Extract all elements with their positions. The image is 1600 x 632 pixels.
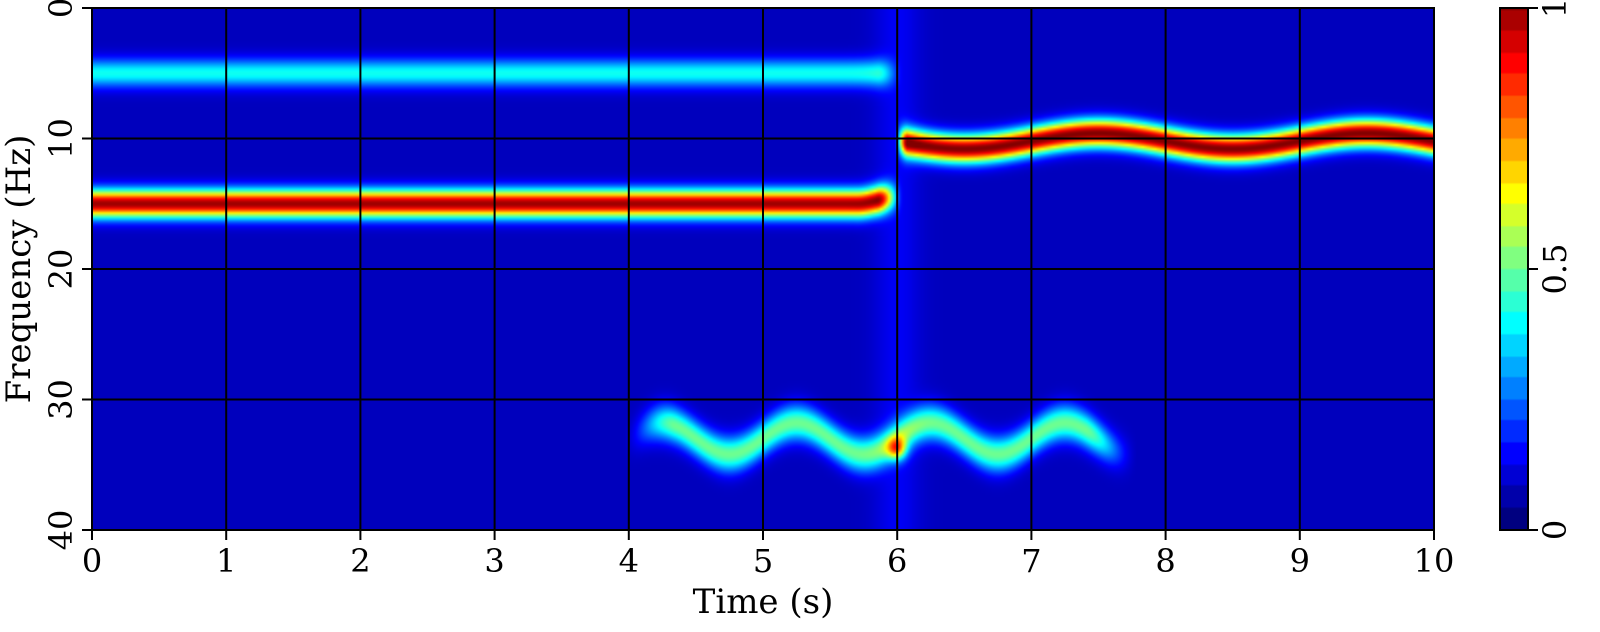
x-tick-label: 2 xyxy=(350,542,370,580)
x-tick-label: 10 xyxy=(1414,542,1455,580)
x-tick-label: 6 xyxy=(887,542,907,580)
colorbar-tick-label: 1 xyxy=(1536,0,1574,18)
x-tick-label: 9 xyxy=(1290,542,1310,580)
x-tick-label: 8 xyxy=(1155,542,1175,580)
y-tick-label: 10 xyxy=(42,118,80,159)
y-axis-ticks: 0 10 20 30 40 xyxy=(42,0,92,550)
colorbar: 00.51 xyxy=(1499,0,1574,540)
y-axis-label: Frequency (Hz) xyxy=(0,135,39,404)
x-tick-label: 0 xyxy=(82,542,102,580)
y-tick-label: 20 xyxy=(42,249,80,290)
y-tick-label: 30 xyxy=(42,379,80,420)
y-tick-label: 0 xyxy=(42,0,80,18)
grid-lines xyxy=(92,8,1434,530)
colorbar-tick-label: 0.5 xyxy=(1536,244,1574,295)
colorbar-tick-label: 0 xyxy=(1536,520,1574,540)
y-tick-label: 40 xyxy=(42,510,80,551)
x-axis-ticks: 0 1 2 3 4 5 6 7 8 9 10 xyxy=(82,530,1455,580)
x-tick-label: 4 xyxy=(619,542,639,580)
colorbar-ticks: 00.51 xyxy=(1528,0,1574,540)
x-tick-label: 3 xyxy=(484,542,504,580)
plot-area xyxy=(91,7,1435,531)
x-tick-label: 1 xyxy=(216,542,236,580)
x-tick-label: 7 xyxy=(1021,542,1041,580)
x-tick-label: 5 xyxy=(753,542,773,580)
x-axis-label: Time (s) xyxy=(693,582,834,622)
colorbar-gradient xyxy=(1500,8,1528,530)
